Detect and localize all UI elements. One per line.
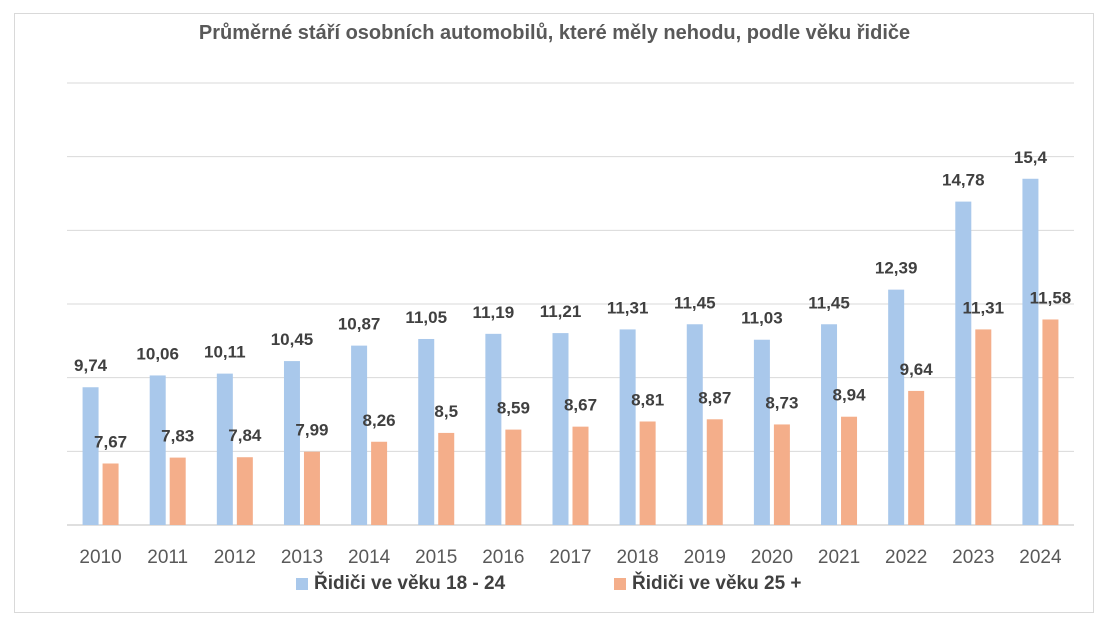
x-tick-label: 2011 (147, 547, 188, 568)
x-tick-label: 2013 (281, 547, 323, 568)
x-tick-label: 2019 (684, 547, 726, 568)
x-tick-label: 2015 (415, 547, 457, 568)
bar-series-1 (149, 375, 166, 525)
data-label-series-2: 7,99 (295, 421, 328, 440)
legend-swatch-series-1 (296, 578, 308, 590)
bar-series-2 (236, 457, 253, 525)
data-label-series-1: 11,05 (405, 308, 447, 327)
bar-series-2 (773, 424, 790, 525)
data-label-series-1: 11,21 (540, 302, 582, 321)
x-tick-label: 2014 (348, 547, 391, 568)
bar-series-1 (82, 387, 99, 525)
data-label-series-2: 9,64 (900, 360, 934, 379)
x-tick-label: 2023 (952, 547, 994, 568)
bar-series-1 (216, 373, 233, 525)
bar-series-2 (841, 416, 858, 525)
data-label-series-2: 11,31 (962, 298, 1004, 317)
data-label-series-2: 8,87 (698, 388, 731, 407)
data-label-series-2: 8,81 (631, 390, 664, 409)
data-label-series-1: 12,39 (875, 259, 918, 278)
data-label-series-1: 11,19 (473, 303, 515, 322)
data-label-series-1: 11,03 (741, 309, 783, 328)
data-label-series-2: 7,83 (161, 427, 194, 446)
bar-series-1 (955, 201, 972, 525)
data-label-series-1: 11,45 (674, 293, 716, 312)
bar-series-1 (619, 329, 636, 525)
legend-label-series-1: Řidiči ve věku 18 - 24 (314, 573, 506, 594)
bar-series-2 (572, 426, 589, 525)
x-tick-label: 2024 (1019, 547, 1062, 568)
legend-label-series-2: Řidiči ve věku 25 + (632, 573, 802, 594)
x-tick-label: 2022 (885, 547, 927, 568)
bar-series-1 (888, 289, 905, 525)
bar-series-2 (505, 429, 522, 525)
bar-series-1 (418, 338, 435, 525)
legend-item-series-2: Řidiči ve věku 25 + (614, 573, 802, 595)
bar-series-2 (706, 419, 723, 525)
data-label-series-1: 15,4 (1014, 148, 1048, 167)
data-label-series-1: 10,11 (204, 343, 246, 362)
bar-series-2 (975, 329, 992, 525)
chart-title: Průměrné stáří osobních automobilů, kter… (198, 22, 911, 44)
bar-series-2 (169, 457, 186, 525)
bar-series-1 (821, 324, 838, 525)
data-label-series-1: 11,31 (607, 298, 649, 317)
data-label-series-2: 8,26 (363, 411, 396, 430)
data-label-series-1: 10,87 (338, 315, 381, 334)
bar-series-1 (686, 324, 703, 525)
bar-series-2 (1042, 319, 1059, 525)
data-label-series-2: 8,67 (564, 396, 597, 415)
bar-series-1 (485, 333, 502, 525)
data-label-series-2: 7,67 (94, 432, 127, 451)
legend-swatch-series-2 (614, 578, 626, 590)
x-tick-label: 2012 (214, 547, 256, 568)
data-label-series-2: 7,84 (228, 426, 262, 445)
data-label-series-1: 11,45 (808, 293, 850, 312)
x-tick-label: 2010 (79, 547, 121, 568)
x-tick-label: 2020 (751, 547, 793, 568)
bar-series-2 (908, 390, 925, 525)
bar-series-1 (552, 333, 569, 525)
bar-series-1 (753, 339, 770, 525)
bar-series-1 (351, 345, 368, 525)
data-label-series-1: 9,74 (74, 356, 108, 375)
data-label-series-1: 14,78 (942, 171, 985, 190)
bar-series-2 (371, 441, 388, 525)
x-tick-label: 2016 (482, 547, 524, 568)
bar-series-1 (1022, 178, 1039, 525)
x-tick-label: 2018 (616, 547, 658, 568)
data-label-series-2: 8,59 (497, 399, 530, 418)
data-label-series-1: 10,06 (136, 344, 179, 363)
data-label-series-2: 8,5 (434, 402, 458, 421)
bar-series-2 (303, 451, 320, 525)
bar-series-2 (438, 432, 455, 525)
x-tick-label: 2021 (818, 547, 860, 568)
data-label-series-1: 10,45 (271, 330, 314, 349)
legend-item-series-1: Řidiči ve věku 18 - 24 (296, 573, 505, 595)
bar-series-1 (283, 361, 300, 525)
x-tick-label: 2017 (549, 547, 591, 568)
bar-series-2 (102, 463, 119, 525)
data-label-series-2: 8,94 (832, 386, 866, 405)
data-label-series-2: 11,58 (1030, 288, 1072, 307)
data-label-series-2: 8,73 (765, 393, 798, 412)
bar-series-2 (639, 421, 656, 525)
